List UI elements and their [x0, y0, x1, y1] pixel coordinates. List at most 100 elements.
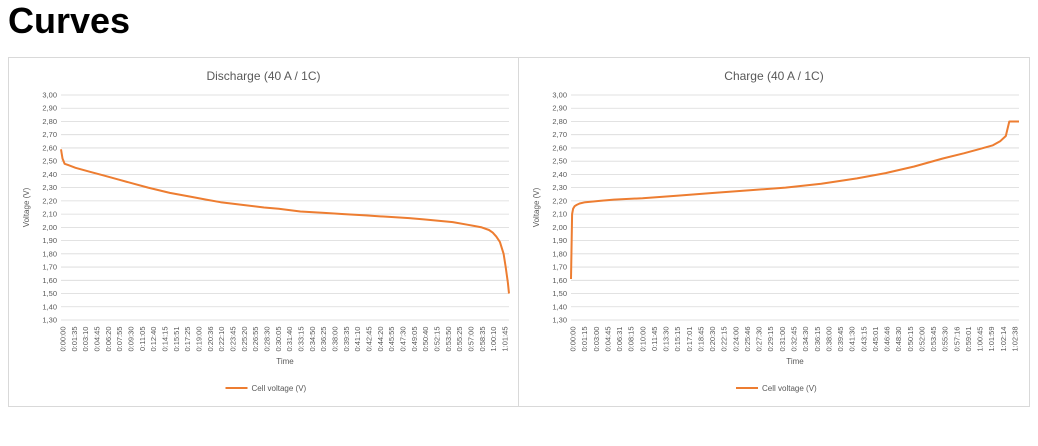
x-tick-label: 0:18:45 — [696, 327, 705, 352]
x-tick-label: 0:30:05 — [274, 327, 283, 352]
x-tick-label: 0:14:15 — [161, 327, 170, 352]
x-tick-label: 0:17:01 — [685, 327, 694, 352]
y-tick-label: 2,70 — [42, 130, 57, 139]
x-tick-label: 0:50:15 — [906, 327, 915, 352]
y-tick-label: 3,00 — [552, 91, 567, 100]
x-tick-label: 0:11:05 — [138, 327, 147, 351]
y-tick-label: 2,10 — [552, 210, 567, 219]
x-tick-label: 0:41:10 — [353, 327, 362, 352]
x-tick-label: 0:04:45 — [93, 327, 102, 352]
x-tick-label: 0:26:55 — [251, 327, 260, 352]
x-tick-label: 0:49:05 — [410, 327, 419, 352]
x-tick-label: 0:01:35 — [70, 327, 79, 352]
y-tick-label: 1,70 — [42, 263, 57, 272]
x-tick-label: 1:01:59 — [987, 327, 996, 352]
x-axis-label: Time — [276, 357, 294, 366]
x-tick-label: 0:17:25 — [183, 327, 192, 352]
x-tick-label: 0:08:15 — [627, 327, 636, 352]
x-tick-label: 0:36:25 — [319, 327, 328, 352]
x-tick-label: 0:29:15 — [766, 327, 775, 352]
x-tick-label: 0:01:15 — [580, 327, 589, 352]
x-tick-label: 0:04:45 — [603, 327, 612, 352]
y-tick-label: 2,90 — [552, 104, 567, 113]
x-tick-label: 0:41:30 — [848, 327, 857, 352]
x-tick-label: 0:03:00 — [592, 327, 601, 352]
x-tick-label: 0:33:15 — [297, 327, 306, 352]
x-tick-label: 0:34:30 — [801, 327, 810, 352]
series-line-cell-voltage — [60, 149, 510, 294]
x-tick-label: 0:57:00 — [467, 327, 476, 352]
x-tick-label: 0:27:30 — [755, 327, 764, 352]
x-tick-label: 0:23:45 — [229, 327, 238, 352]
x-tick-label: 1:02:14 — [999, 327, 1008, 352]
x-axis-label: Time — [786, 357, 804, 366]
x-tick-label: 0:42:45 — [365, 327, 374, 352]
x-tick-label: 0:19:00 — [195, 327, 204, 352]
y-tick-label: 1,90 — [42, 236, 57, 245]
y-tick-label: 1,50 — [552, 289, 567, 298]
y-tick-label: 2,40 — [42, 170, 57, 179]
legend-label: Cell voltage (V) — [252, 384, 307, 393]
x-tick-label: 1:00:45 — [976, 327, 985, 352]
series-line-cell-voltage — [570, 120, 1019, 280]
x-tick-label: 0:15:15 — [673, 327, 682, 352]
x-tick-label: 0:03:10 — [81, 327, 90, 352]
x-tick-label: 0:32:45 — [790, 327, 799, 352]
x-tick-label: 0:58:35 — [478, 327, 487, 352]
y-tick-label: 2,50 — [552, 157, 567, 166]
x-tick-label: 0:36:15 — [813, 327, 822, 352]
x-tick-label: 0:43:15 — [859, 327, 868, 352]
y-tick-label: 2,00 — [42, 223, 57, 232]
x-tick-label: 1:01:45 — [501, 327, 510, 352]
y-tick-label: 1,60 — [42, 276, 57, 285]
discharge-chart-svg: Discharge (40 A / 1C) 3,00 2,90 2,80 2,70 2,6… — [22, 69, 510, 393]
x-tick-label: 0:38:00 — [331, 327, 340, 352]
y-tick-label: 1,80 — [552, 249, 567, 258]
x-tick-label: 0:11:45 — [650, 327, 659, 351]
x-tick-label: 0:10:00 — [638, 327, 647, 352]
x-tick-label: 0:25:20 — [240, 327, 249, 352]
y-tick-label: 1,40 — [42, 302, 57, 311]
y-tick-label: 2,60 — [552, 143, 567, 152]
x-tick-label: 0:24:00 — [731, 327, 740, 352]
y-tick-label: 1,30 — [552, 316, 567, 325]
y-tick-label: 2,60 — [42, 143, 57, 152]
x-tick-label: 0:55:25 — [455, 327, 464, 352]
y-tick-label: 1,70 — [552, 263, 567, 272]
y-tick-label: 1,90 — [552, 236, 567, 245]
y-tick-label: 2,20 — [552, 196, 567, 205]
x-tick-label: 0:44:20 — [376, 327, 385, 352]
y-tick-label: 2,30 — [42, 183, 57, 192]
x-tick-label: 0:22:10 — [217, 327, 226, 352]
x-tick-label: 1:00:10 — [489, 327, 498, 352]
y-tick-label: 1,80 — [42, 249, 57, 258]
x-tick-label: 0:52:15 — [433, 327, 442, 352]
charge-chart: Charge (40 A / 1C) 3,00 2,90 2,80 2,70 2,60 2,… — [518, 57, 1030, 407]
y-tick-label: 2,00 — [552, 223, 567, 232]
chart-title: Charge (40 A / 1C) — [724, 69, 823, 83]
x-tick-label: 0:53:50 — [444, 327, 453, 352]
y-tick-label: 2,80 — [42, 117, 57, 126]
y-axis-label: Voltage (V) — [532, 187, 541, 227]
y-tick-label: 2,70 — [552, 130, 567, 139]
x-tick-label: 0:28:30 — [263, 327, 272, 352]
x-tick-label: 0:59:01 — [964, 327, 973, 352]
chart-title: Discharge (40 A / 1C) — [206, 69, 320, 83]
x-tick-label: 0:06:31 — [615, 327, 624, 352]
x-tick-label: 0:39:45 — [836, 327, 845, 352]
y-tick-label: 1,60 — [552, 276, 567, 285]
x-tick-label: 0:31:40 — [285, 327, 294, 352]
x-tick-label: 0:55:30 — [941, 327, 950, 352]
page-title: Curves — [8, 0, 131, 41]
x-tick-label: 0:45:55 — [387, 327, 396, 352]
y-tick-label: 2,50 — [42, 157, 57, 166]
x-tick-label: 0:39:35 — [342, 327, 351, 352]
x-tick-label: 0:20:30 — [708, 327, 717, 352]
x-tick-label: 0:38:00 — [824, 327, 833, 352]
y-tick-label: 2,30 — [552, 183, 567, 192]
x-tick-label: 0:31:00 — [778, 327, 787, 352]
x-tick-label: 1:02:38 — [1011, 327, 1020, 352]
x-tick-label: 0:13:30 — [662, 327, 671, 352]
y-tick-label: 2,40 — [552, 170, 567, 179]
x-tick-label: 0:09:30 — [127, 327, 136, 352]
